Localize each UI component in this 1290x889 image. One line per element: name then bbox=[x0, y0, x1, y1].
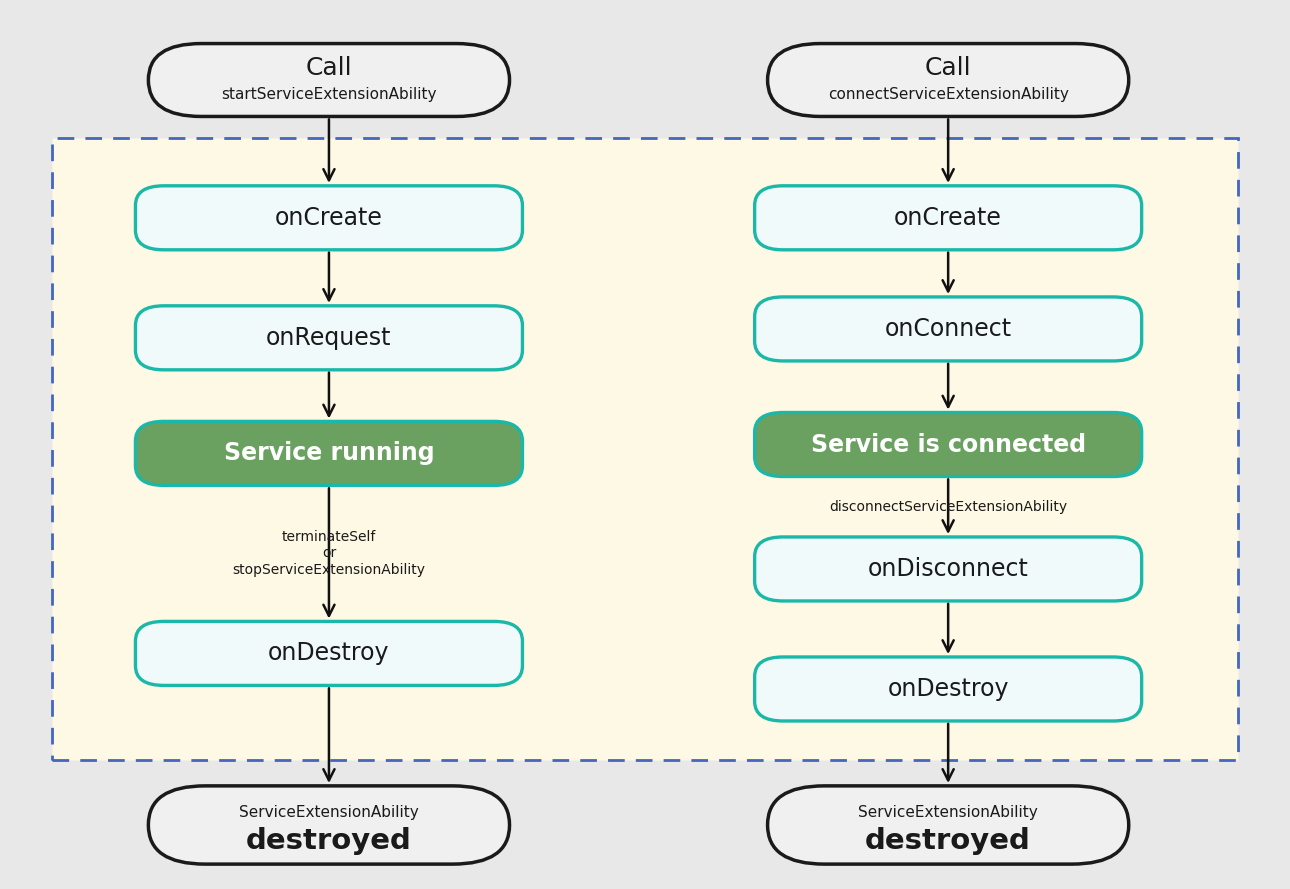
Text: destroyed: destroyed bbox=[866, 827, 1031, 855]
FancyBboxPatch shape bbox=[755, 297, 1142, 361]
Text: Service running: Service running bbox=[223, 442, 435, 465]
Text: Call: Call bbox=[925, 56, 971, 79]
FancyBboxPatch shape bbox=[768, 44, 1129, 116]
Text: ServiceExtensionAbility: ServiceExtensionAbility bbox=[239, 805, 419, 820]
FancyBboxPatch shape bbox=[135, 621, 522, 685]
Text: disconnectServiceExtensionAbility: disconnectServiceExtensionAbility bbox=[829, 500, 1067, 514]
FancyBboxPatch shape bbox=[755, 657, 1142, 721]
FancyBboxPatch shape bbox=[148, 786, 510, 864]
Text: onCreate: onCreate bbox=[894, 206, 1002, 229]
FancyBboxPatch shape bbox=[135, 186, 522, 250]
Text: Call: Call bbox=[306, 56, 352, 79]
Text: connectServiceExtensionAbility: connectServiceExtensionAbility bbox=[828, 87, 1068, 101]
Text: onDestroy: onDestroy bbox=[268, 642, 390, 665]
Text: onDestroy: onDestroy bbox=[888, 677, 1009, 701]
Text: onCreate: onCreate bbox=[275, 206, 383, 229]
FancyBboxPatch shape bbox=[148, 44, 510, 116]
Text: ServiceExtensionAbility: ServiceExtensionAbility bbox=[858, 805, 1038, 820]
Text: terminateSelf
or
stopServiceExtensionAbility: terminateSelf or stopServiceExtensionAbi… bbox=[232, 530, 426, 577]
FancyBboxPatch shape bbox=[755, 412, 1142, 477]
Text: Service is connected: Service is connected bbox=[810, 433, 1086, 456]
FancyBboxPatch shape bbox=[135, 421, 522, 485]
Text: onDisconnect: onDisconnect bbox=[868, 557, 1028, 581]
Text: onConnect: onConnect bbox=[885, 317, 1011, 340]
Text: destroyed: destroyed bbox=[246, 827, 412, 855]
FancyBboxPatch shape bbox=[755, 537, 1142, 601]
FancyBboxPatch shape bbox=[755, 186, 1142, 250]
Text: startServiceExtensionAbility: startServiceExtensionAbility bbox=[221, 87, 437, 101]
FancyBboxPatch shape bbox=[135, 306, 522, 370]
Text: onRequest: onRequest bbox=[266, 326, 392, 349]
FancyBboxPatch shape bbox=[52, 138, 1238, 760]
FancyBboxPatch shape bbox=[768, 786, 1129, 864]
